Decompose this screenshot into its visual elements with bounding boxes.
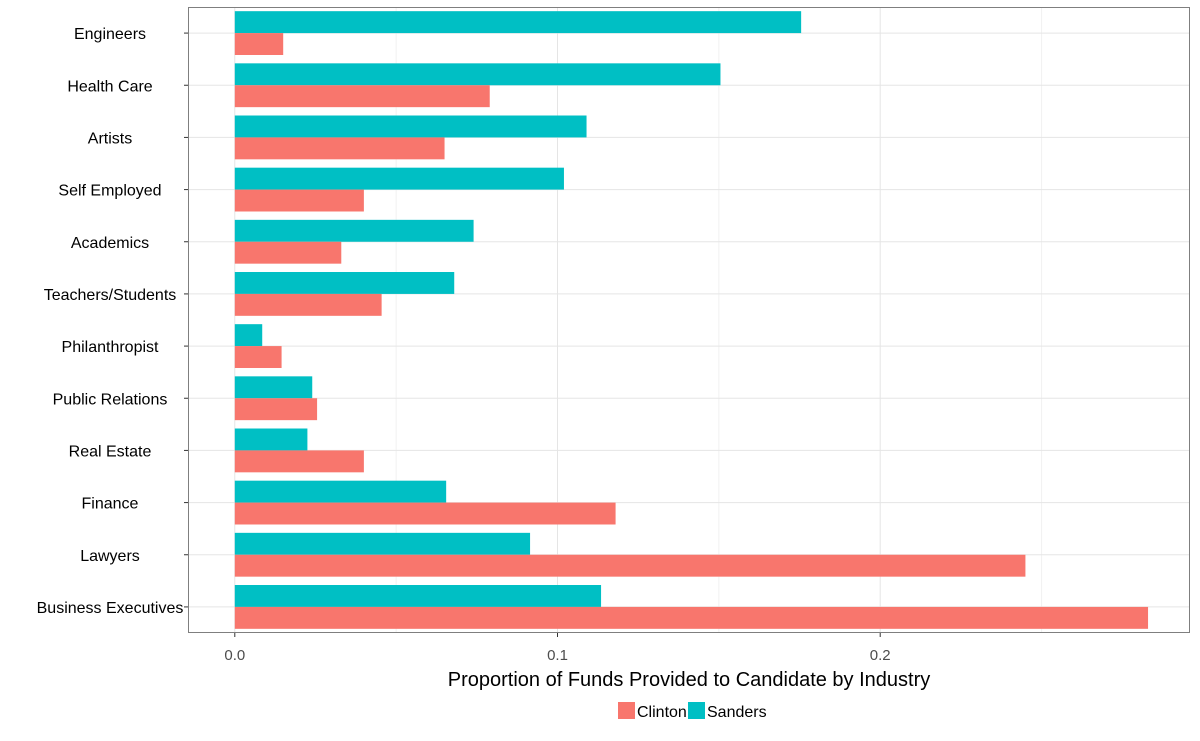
- bar-clinton-health-care: [234, 85, 490, 108]
- bar-sanders-health-care: [234, 63, 721, 86]
- legend-label-sanders: Sanders: [707, 704, 767, 721]
- y-tick-label: Self Employed: [58, 183, 161, 200]
- y-axis: Engineers Health Care Artists Self Employed…: [37, 26, 188, 617]
- y-tick-label: Health Care: [67, 78, 152, 95]
- bar-clinton-lawyers: [234, 554, 1026, 577]
- legend-label-clinton: Clinton: [637, 704, 687, 721]
- bar-clinton-real-estate: [234, 450, 364, 473]
- legend-swatch-clinton: [618, 702, 635, 719]
- bar-sanders-academics: [234, 219, 474, 242]
- y-tick-label: Real Estate: [69, 443, 152, 460]
- x-tick-label: 0.1: [547, 647, 568, 664]
- x-tick-label: 0.2: [870, 647, 891, 664]
- bar-clinton-engineers: [234, 33, 284, 55]
- y-tick-label: Academics: [71, 235, 149, 252]
- bar-sanders-business-executives: [234, 585, 602, 607]
- x-tick-label: 0.0: [224, 647, 245, 664]
- bar-clinton-self-employed: [234, 189, 364, 212]
- bar-sanders-philanthropist: [234, 324, 263, 347]
- bar-clinton-finance: [234, 502, 616, 525]
- x-axis: 0.0 0.1 0.2: [224, 633, 891, 664]
- y-tick-label: Public Relations: [53, 391, 168, 408]
- y-tick-label: Business Executives: [37, 600, 184, 617]
- legend-swatch-sanders: [688, 702, 705, 719]
- bar-sanders-lawyers: [234, 532, 531, 555]
- bars: [234, 11, 1149, 629]
- legend: Clinton Sanders: [618, 702, 767, 721]
- bar-clinton-artists: [234, 137, 445, 160]
- bar-sanders-finance: [234, 480, 447, 503]
- bar-sanders-teachers-students: [234, 272, 455, 294]
- bar-sanders-engineers: [234, 11, 802, 34]
- y-tick-label: Finance: [82, 496, 139, 513]
- bar-clinton-teachers-students: [234, 293, 382, 316]
- bar-clinton-academics: [234, 241, 342, 264]
- plot-panel: [188, 7, 1190, 633]
- bar-clinton-philanthropist: [234, 346, 282, 368]
- bar-clinton-public-relations: [234, 398, 318, 421]
- bar-clinton-business-executives: [234, 606, 1149, 629]
- bar-sanders-real-estate: [234, 428, 308, 451]
- y-tick-label: Philanthropist: [62, 339, 160, 356]
- y-tick-label: Artists: [88, 130, 132, 147]
- bar-sanders-self-employed: [234, 167, 564, 190]
- y-tick-label: Lawyers: [80, 548, 140, 565]
- y-tick-label: Engineers: [74, 26, 146, 43]
- bar-sanders-artists: [234, 115, 587, 138]
- x-axis-title: Proportion of Funds Provided to Candidat…: [448, 669, 931, 691]
- bar-sanders-public-relations: [234, 376, 313, 399]
- y-tick-label: Teachers/Students: [44, 287, 177, 304]
